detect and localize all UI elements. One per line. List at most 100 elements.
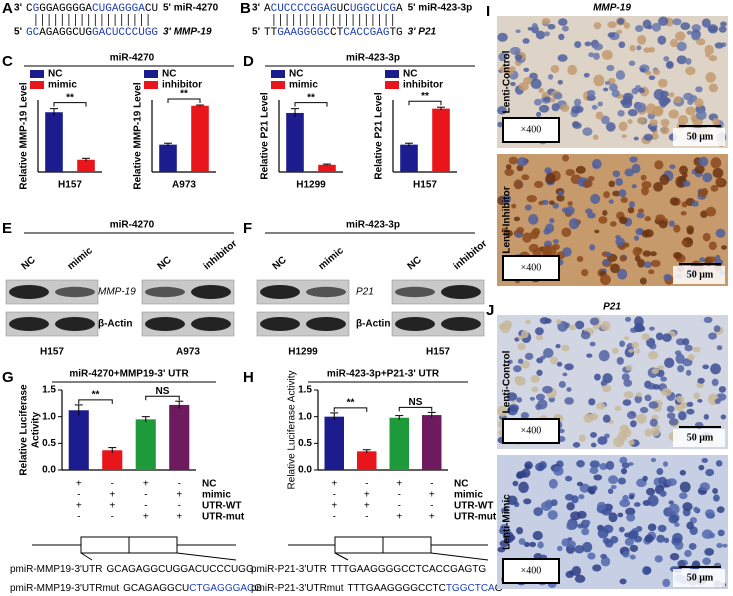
nucleus — [655, 332, 664, 341]
nucleus — [539, 317, 550, 325]
nucleus — [628, 348, 634, 353]
nucleus — [537, 541, 544, 549]
nucleus — [603, 191, 611, 199]
nucleus — [660, 118, 670, 127]
y-axis-label: Relative Luciferase Activity — [287, 371, 298, 490]
nucleus — [625, 316, 632, 322]
nucleus — [715, 228, 726, 238]
nucleus — [657, 78, 668, 88]
nucleus — [617, 109, 625, 117]
nucleus — [593, 22, 602, 30]
nucleus — [575, 165, 586, 174]
nucleus — [552, 239, 559, 244]
condition-name: UTR-mut — [454, 512, 497, 523]
nucleus — [650, 457, 657, 463]
nucleus — [608, 180, 616, 188]
y-axis-label: Relative P21 Level — [374, 92, 385, 179]
nucleus — [562, 154, 570, 162]
nucleus — [538, 87, 544, 93]
nucleus — [572, 441, 581, 448]
nucleus — [691, 32, 701, 41]
nucleus — [654, 555, 663, 563]
nucleus — [582, 541, 593, 553]
utr-segment: TTTGAAGGGGCCTC — [347, 583, 445, 594]
nucleus — [536, 369, 543, 376]
nucleus — [535, 334, 544, 341]
nucleus — [627, 108, 638, 117]
nucleus — [553, 465, 564, 476]
nucleus — [566, 522, 575, 530]
nucleus — [600, 380, 607, 386]
nucleus — [497, 546, 506, 553]
nucleus — [660, 376, 667, 382]
nucleus — [590, 193, 601, 204]
nucleus — [525, 319, 531, 325]
nucleus — [534, 180, 544, 189]
nucleus — [587, 89, 596, 97]
nucleus — [712, 488, 718, 495]
nucleus — [540, 355, 546, 360]
nucleus — [610, 484, 617, 490]
seq-segment: CUGAGGGA — [92, 3, 145, 15]
nucleus — [545, 173, 556, 185]
nucleus — [593, 52, 600, 60]
nucleus — [589, 460, 600, 469]
nucleus — [611, 89, 620, 98]
nucleus — [600, 553, 608, 559]
nucleus — [564, 363, 574, 371]
nucleus — [617, 512, 624, 518]
nucleus — [717, 529, 725, 537]
nucleus — [703, 316, 713, 324]
seq-segment: UC — [337, 3, 351, 15]
nucleus — [648, 75, 656, 81]
nucleus — [704, 548, 715, 556]
nucleus — [557, 18, 568, 26]
blot-band — [441, 317, 481, 331]
nucleus — [614, 405, 622, 411]
seq-segment: GGAGGGGA — [39, 3, 92, 15]
nucleus — [543, 96, 551, 102]
nucleus — [561, 344, 570, 352]
nucleus — [705, 468, 715, 477]
nucleus — [608, 199, 614, 204]
nucleus — [633, 535, 643, 543]
annotation: ** — [347, 398, 355, 409]
nucleus — [583, 519, 591, 525]
lane-label: NC — [271, 255, 289, 273]
nucleus — [659, 490, 667, 497]
nucleus — [574, 98, 582, 107]
nucleus — [715, 177, 725, 186]
legend-swatch — [144, 70, 158, 78]
nucleus — [635, 24, 644, 32]
nucleus — [598, 350, 610, 362]
nucleus — [659, 174, 670, 186]
nucleus — [535, 30, 546, 40]
nucleus — [530, 78, 542, 90]
nucleus — [608, 83, 618, 92]
nucleus — [680, 22, 691, 30]
seq-segment: A — [396, 3, 403, 15]
seq-segment: GAAGGGGC — [277, 27, 330, 39]
error-bar — [323, 163, 331, 166]
blot-band — [395, 317, 435, 331]
nucleus — [628, 494, 635, 500]
nucleus — [654, 160, 664, 170]
nucleus — [529, 230, 539, 240]
nucleus — [550, 356, 559, 365]
condition-mark: - — [77, 512, 80, 523]
nucleus — [561, 25, 569, 32]
image-caption: Lenti-Control — [502, 350, 513, 413]
condition-mark: - — [398, 501, 401, 512]
nucleus — [650, 259, 661, 268]
nucleus — [597, 528, 609, 539]
seq-prefix: 5' — [252, 27, 260, 38]
nucleus — [589, 341, 596, 347]
nucleus — [516, 157, 528, 167]
condition-mark: - — [111, 479, 114, 490]
nucleus — [574, 574, 586, 583]
blot-band — [191, 317, 231, 331]
utr-sequence: pmiR-MMP19-3'UTR GCAGAGGCUGGACUCCCUGG — [10, 564, 254, 575]
condition-mark: - — [178, 501, 181, 512]
nucleus — [586, 353, 593, 358]
nucleus — [644, 428, 652, 437]
